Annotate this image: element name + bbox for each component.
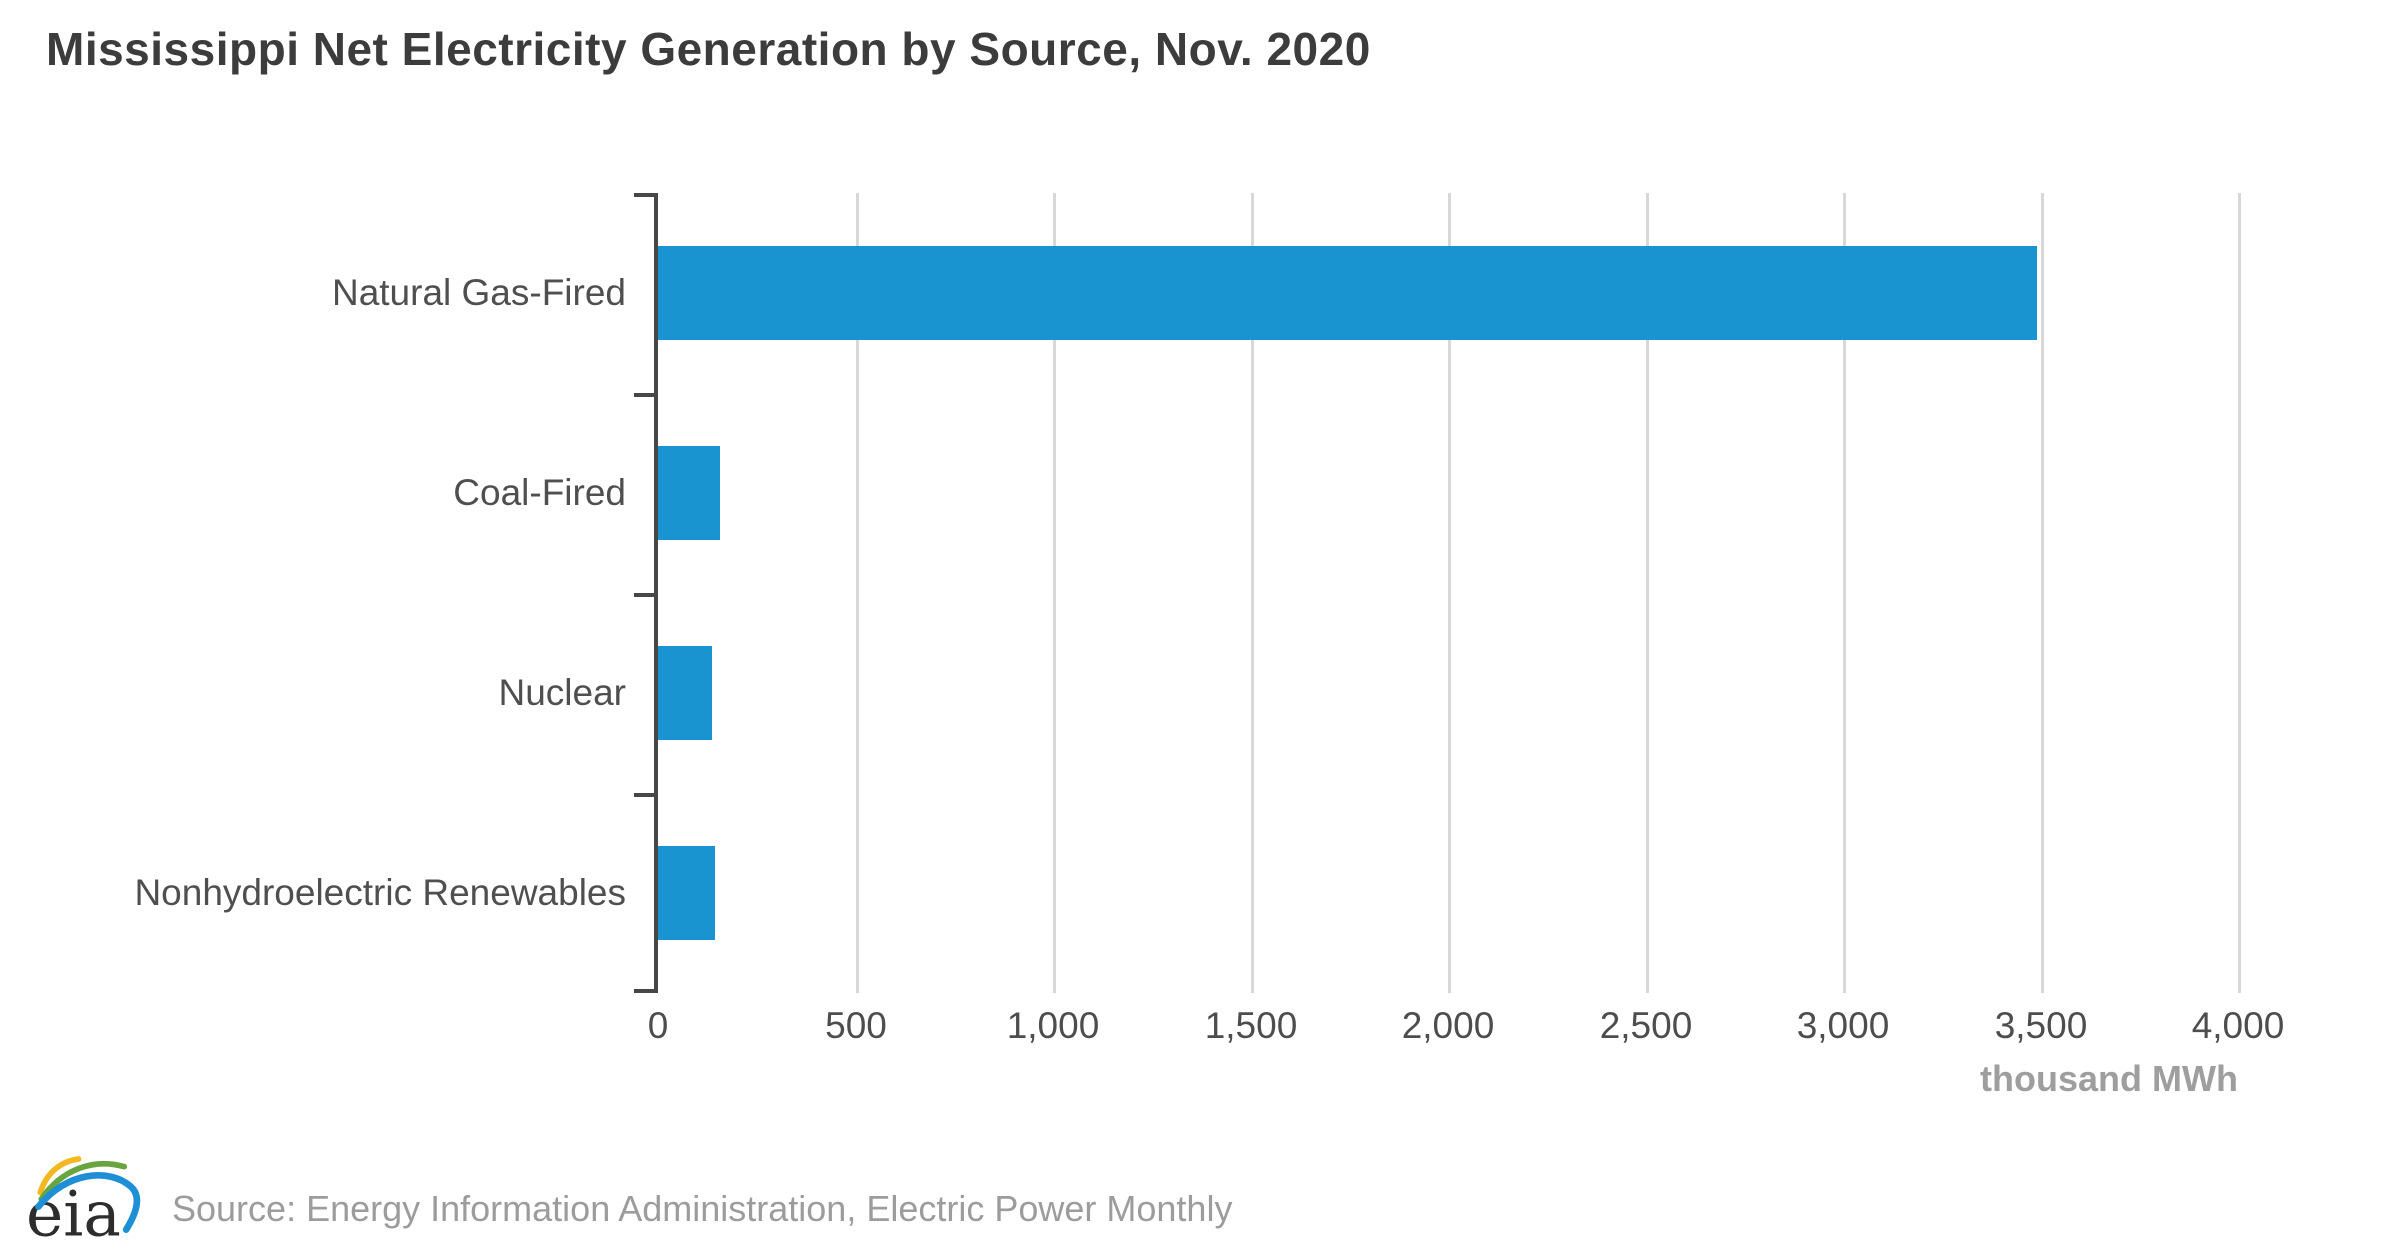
bar-coal-fired [658,446,720,540]
gridline-3,500 [2041,193,2044,993]
category-label-nonhydroelectric-renewables: Nonhydroelectric Renewables [134,872,626,913]
y-axis-labels: Natural Gas-Fired Coal-Fired Nuclear Nonhyd… [0,193,642,993]
gridline-2,500 [1646,193,1649,993]
eia-logo-blue-arc [35,1172,141,1233]
category-label-natural-gas-fired: Natural Gas-Fired [331,272,626,313]
chart-title: Mississippi Net Electricity Generation b… [46,23,1371,75]
gridline-1,500 [1251,193,1254,993]
x-tick-label-500: 500 [825,1005,887,1046]
gridline-1,000 [1053,193,1056,993]
bar-nonhydroelectric-renewables [658,846,715,940]
x-tick-label-1,000: 1,000 [1006,1005,1100,1046]
x-tick-label-3,500: 3,500 [1994,1005,2088,1046]
x-tick-label-3,000: 3,000 [1796,1005,1890,1046]
x-tick-label-2,000: 2,000 [1401,1005,1495,1046]
category-label-coal-fired: Coal-Fired [453,472,626,513]
x-axis-labels: 0 500 1,000 1,500 2,000 2,500 3,000 3,500 4,000 [648,1005,2285,1055]
source-attribution: Source: Energy Information Administratio… [172,1188,1233,1229]
x-tick-label-1,500: 1,500 [1204,1005,1298,1046]
eia-logo: eia [26,1156,141,1242]
gridline-2,000 [1448,193,1451,993]
gridline-3,000 [1843,193,1846,993]
y-axis-line [654,193,658,993]
bar-nuclear [658,646,712,740]
y-axis-tick [634,793,654,797]
x-tick-label-0: 0 [647,1005,669,1046]
category-label-nuclear: Nuclear [498,672,627,713]
plot-area [634,193,2241,993]
x-tick-label-4,000: 4,000 [2191,1005,2285,1046]
eia-logo-yellow-arc [37,1156,82,1196]
bar-natural-gas-fired [658,246,2037,340]
y-axis-tick [634,393,654,397]
x-tick-label-2,500: 2,500 [1599,1005,1693,1046]
y-axis-tick [634,989,654,993]
eia-logo-green-arc [38,1161,128,1202]
x-axis-unit-label: thousand MWh [1980,1058,2238,1099]
y-axis-tick [634,193,654,197]
gridline-4,000 [2238,193,2241,993]
y-axis-tick [634,593,654,597]
gridline-500 [856,193,859,993]
